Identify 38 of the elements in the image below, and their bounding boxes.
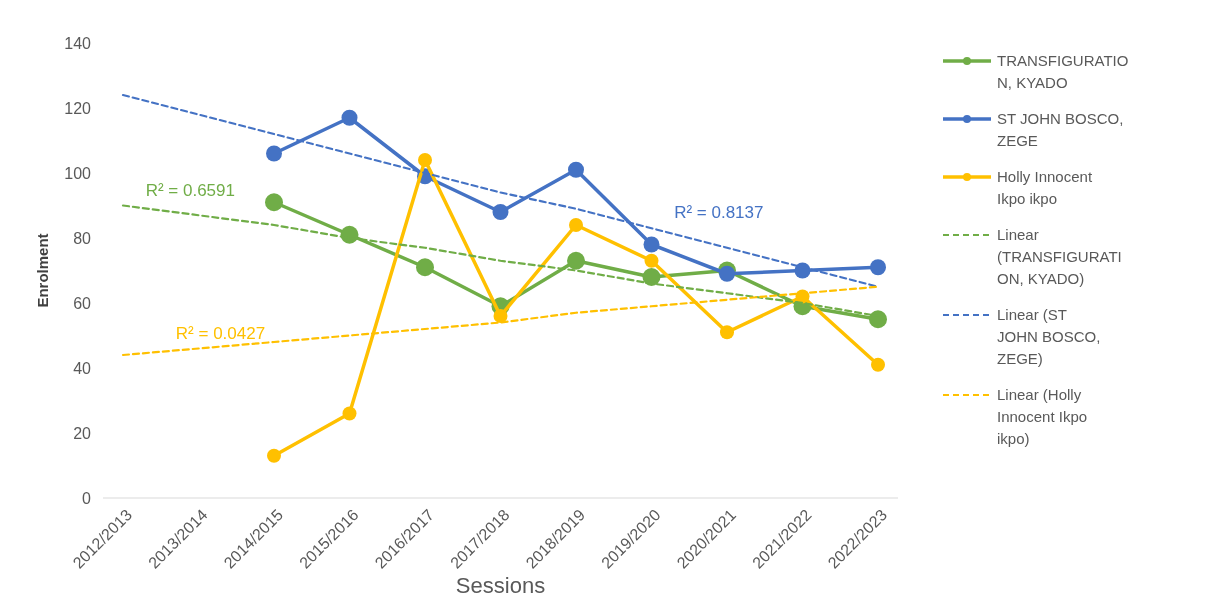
y-tick-label: 120 — [64, 99, 92, 117]
point — [720, 325, 734, 340]
legend-label: Linear (Holly Innocent Ikpo ikpo) — [997, 386, 1088, 448]
point — [870, 259, 886, 276]
y-tick-label: 60 — [73, 294, 92, 312]
point — [643, 236, 660, 253]
legend-label: Linear (TRANSFIGURATION, KYADO) — [997, 226, 1122, 288]
legend-label: ST JOHN BOSCO, ZEGE — [997, 110, 1124, 150]
point — [418, 153, 432, 167]
y-tick-label: 100 — [64, 164, 92, 182]
y-tick-label: 140 — [64, 34, 92, 52]
y-tick-label: 0 — [82, 489, 92, 507]
point — [493, 309, 508, 323]
y-tick-label: 20 — [73, 424, 92, 442]
point — [567, 251, 585, 270]
y-tick-label: 80 — [73, 229, 92, 247]
point — [265, 193, 283, 212]
point — [416, 258, 434, 277]
point — [869, 310, 887, 329]
point — [342, 406, 357, 421]
point — [569, 218, 583, 232]
point — [568, 161, 584, 178]
annotation: R² = 0.8137 — [674, 203, 764, 223]
y-tick-label: 40 — [73, 359, 92, 377]
y-axis-title: Enrolment — [34, 233, 51, 308]
annotation: R² = 0.6591 — [145, 180, 235, 200]
point — [492, 204, 509, 220]
point — [267, 448, 281, 463]
point — [871, 357, 885, 372]
point — [341, 109, 358, 126]
legend-label: TRANSFIGURATION, KYADO — [997, 52, 1129, 92]
x-axis-title: Sessions — [455, 573, 546, 598]
legend-label: Linear (ST JOHN BOSCO, ZEGE) — [997, 306, 1101, 368]
legend-label: Holly Innocent Ikpo ikpo — [997, 168, 1093, 208]
point — [266, 145, 282, 162]
point — [644, 253, 659, 268]
point — [719, 265, 735, 282]
annotation: R² = 0.0427 — [175, 323, 266, 343]
